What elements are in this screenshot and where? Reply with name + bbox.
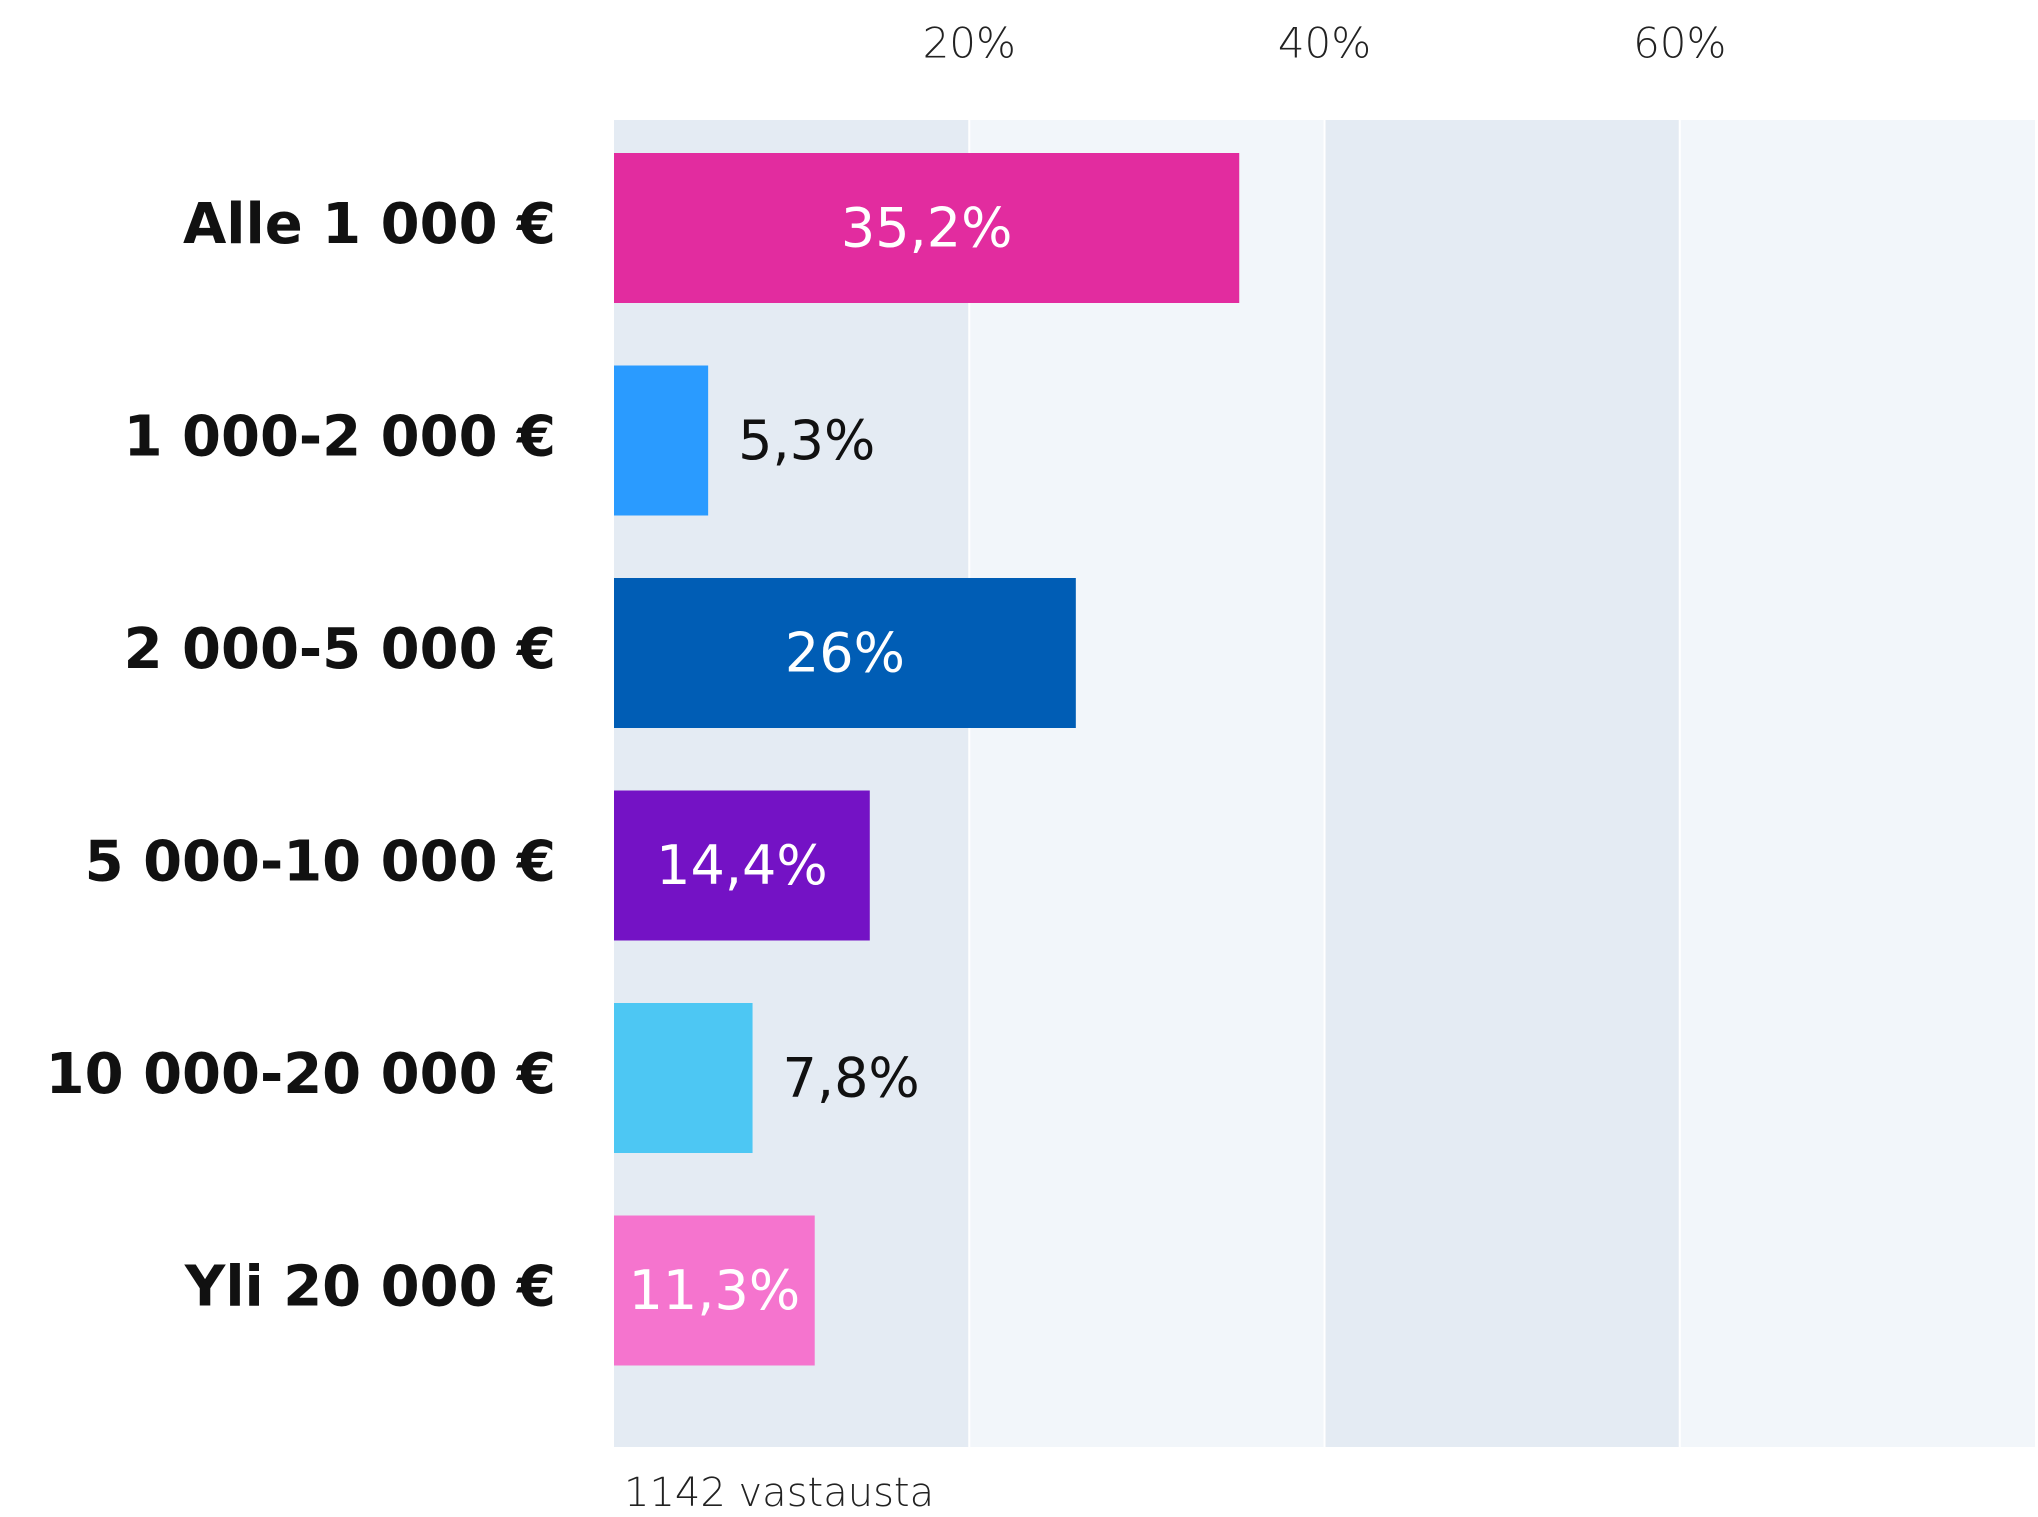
category-label: 2 000-5 000 € [124, 617, 556, 682]
band [1679, 120, 2035, 1447]
category-label: Yli 20 000 € [184, 1255, 556, 1320]
bar [614, 153, 1240, 303]
x-tick-label: 60% [1633, 19, 1726, 68]
x-tick-label: 40% [1278, 19, 1371, 68]
category-label: 10 000-20 000 € [46, 1042, 556, 1107]
bar [614, 578, 1076, 728]
band [1324, 120, 1680, 1447]
value-label: 5,3% [738, 409, 875, 472]
bar [614, 790, 870, 941]
bar [614, 1215, 815, 1366]
value-label: 14,4% [656, 834, 828, 897]
note: 1142 vastausta [624, 1470, 934, 1516]
x-tick-label: 20% [923, 19, 1016, 68]
bar [614, 365, 709, 516]
category-label: 5 000-10 000 € [85, 830, 556, 895]
value-label: 26% [785, 622, 905, 685]
category-label: Alle 1 000 € [183, 192, 556, 257]
value-label: 7,8% [783, 1047, 920, 1110]
value-label: 35,2% [841, 197, 1013, 260]
category-label: 1 000-2 000 € [124, 405, 556, 470]
band [969, 120, 1325, 1447]
value-label: 11,3% [629, 1259, 801, 1322]
bar [614, 1003, 753, 1153]
